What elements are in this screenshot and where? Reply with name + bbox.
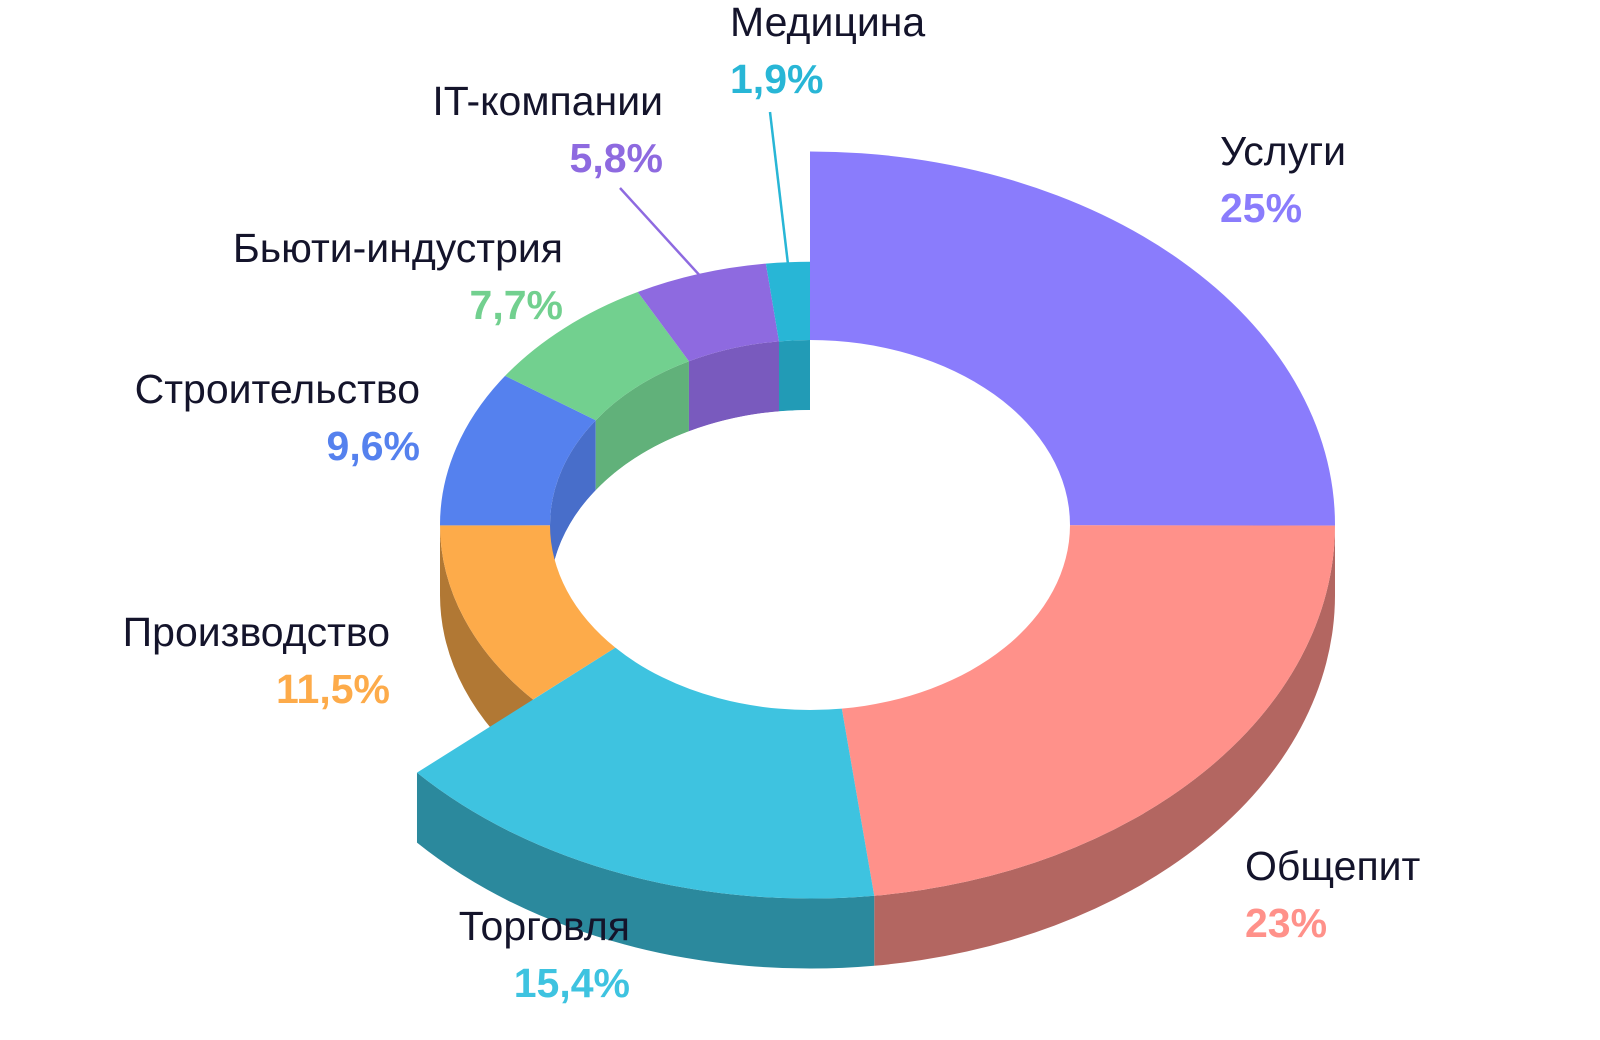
label-stroitelstvo: Строительство 9,6% <box>135 366 420 469</box>
label-uslugi: Услуги 25% <box>1220 128 1346 231</box>
donut-depth-layer <box>416 340 1335 969</box>
slice-value-label: 7,7% <box>470 282 563 328</box>
pie-slice <box>810 151 1335 526</box>
slice-name-label: IT-компании <box>432 78 663 124</box>
slice-name-label: Производство <box>123 609 390 655</box>
pie-slice <box>416 647 875 899</box>
slice-name-label: Строительство <box>135 366 420 412</box>
slice-value-label: 23% <box>1245 900 1327 946</box>
leader-line <box>619 187 703 279</box>
slice-name-label: Торговля <box>459 903 630 949</box>
slice-outer-wall <box>440 525 534 770</box>
label-proizvodstvo: Производство 11,5% <box>123 609 390 712</box>
label-obshchepit: Общепит 23% <box>1245 843 1421 946</box>
slice-inner-wall <box>595 361 689 491</box>
pie-slice <box>440 375 596 526</box>
label-it: IT-компании 5,8% <box>432 78 663 181</box>
slice-value-label: 11,5% <box>276 666 390 712</box>
slice-inner-wall <box>688 341 780 432</box>
slice-outer-wall <box>416 772 875 969</box>
leader-lines <box>619 111 790 279</box>
leader-line <box>768 111 790 267</box>
slice-value-label: 25% <box>1220 185 1302 231</box>
slice-name-label: Общепит <box>1245 843 1421 889</box>
label-byuti: Бьюти-индустрия 7,7% <box>233 225 563 328</box>
slice-value-label: 1,9% <box>730 56 823 102</box>
slice-name-label: Услуги <box>1220 128 1346 174</box>
slice-name-label: Медицина <box>730 0 925 45</box>
pie-slice <box>505 292 689 421</box>
slice-inner-wall <box>550 420 596 595</box>
pie-slice <box>841 525 1335 896</box>
pie-slice <box>637 263 780 362</box>
pie-slice <box>440 525 616 700</box>
slice-labels: Услуги 25% Общепит 23% Торговля 15,4% Пр… <box>123 0 1421 1006</box>
label-meditsina: Медицина 1,9% <box>730 0 925 102</box>
slice-outer-wall <box>874 525 1335 966</box>
slice-inner-wall <box>779 340 810 412</box>
donut-top-layer <box>416 151 1335 899</box>
slice-name-label: Бьюти-индустрия <box>233 225 563 271</box>
label-torgovlya: Торговля 15,4% <box>459 903 630 1006</box>
pie-slice <box>765 261 810 342</box>
slice-value-label: 15,4% <box>514 960 630 1006</box>
slice-value-label: 5,8% <box>570 135 663 181</box>
slice-value-label: 9,6% <box>327 423 420 469</box>
